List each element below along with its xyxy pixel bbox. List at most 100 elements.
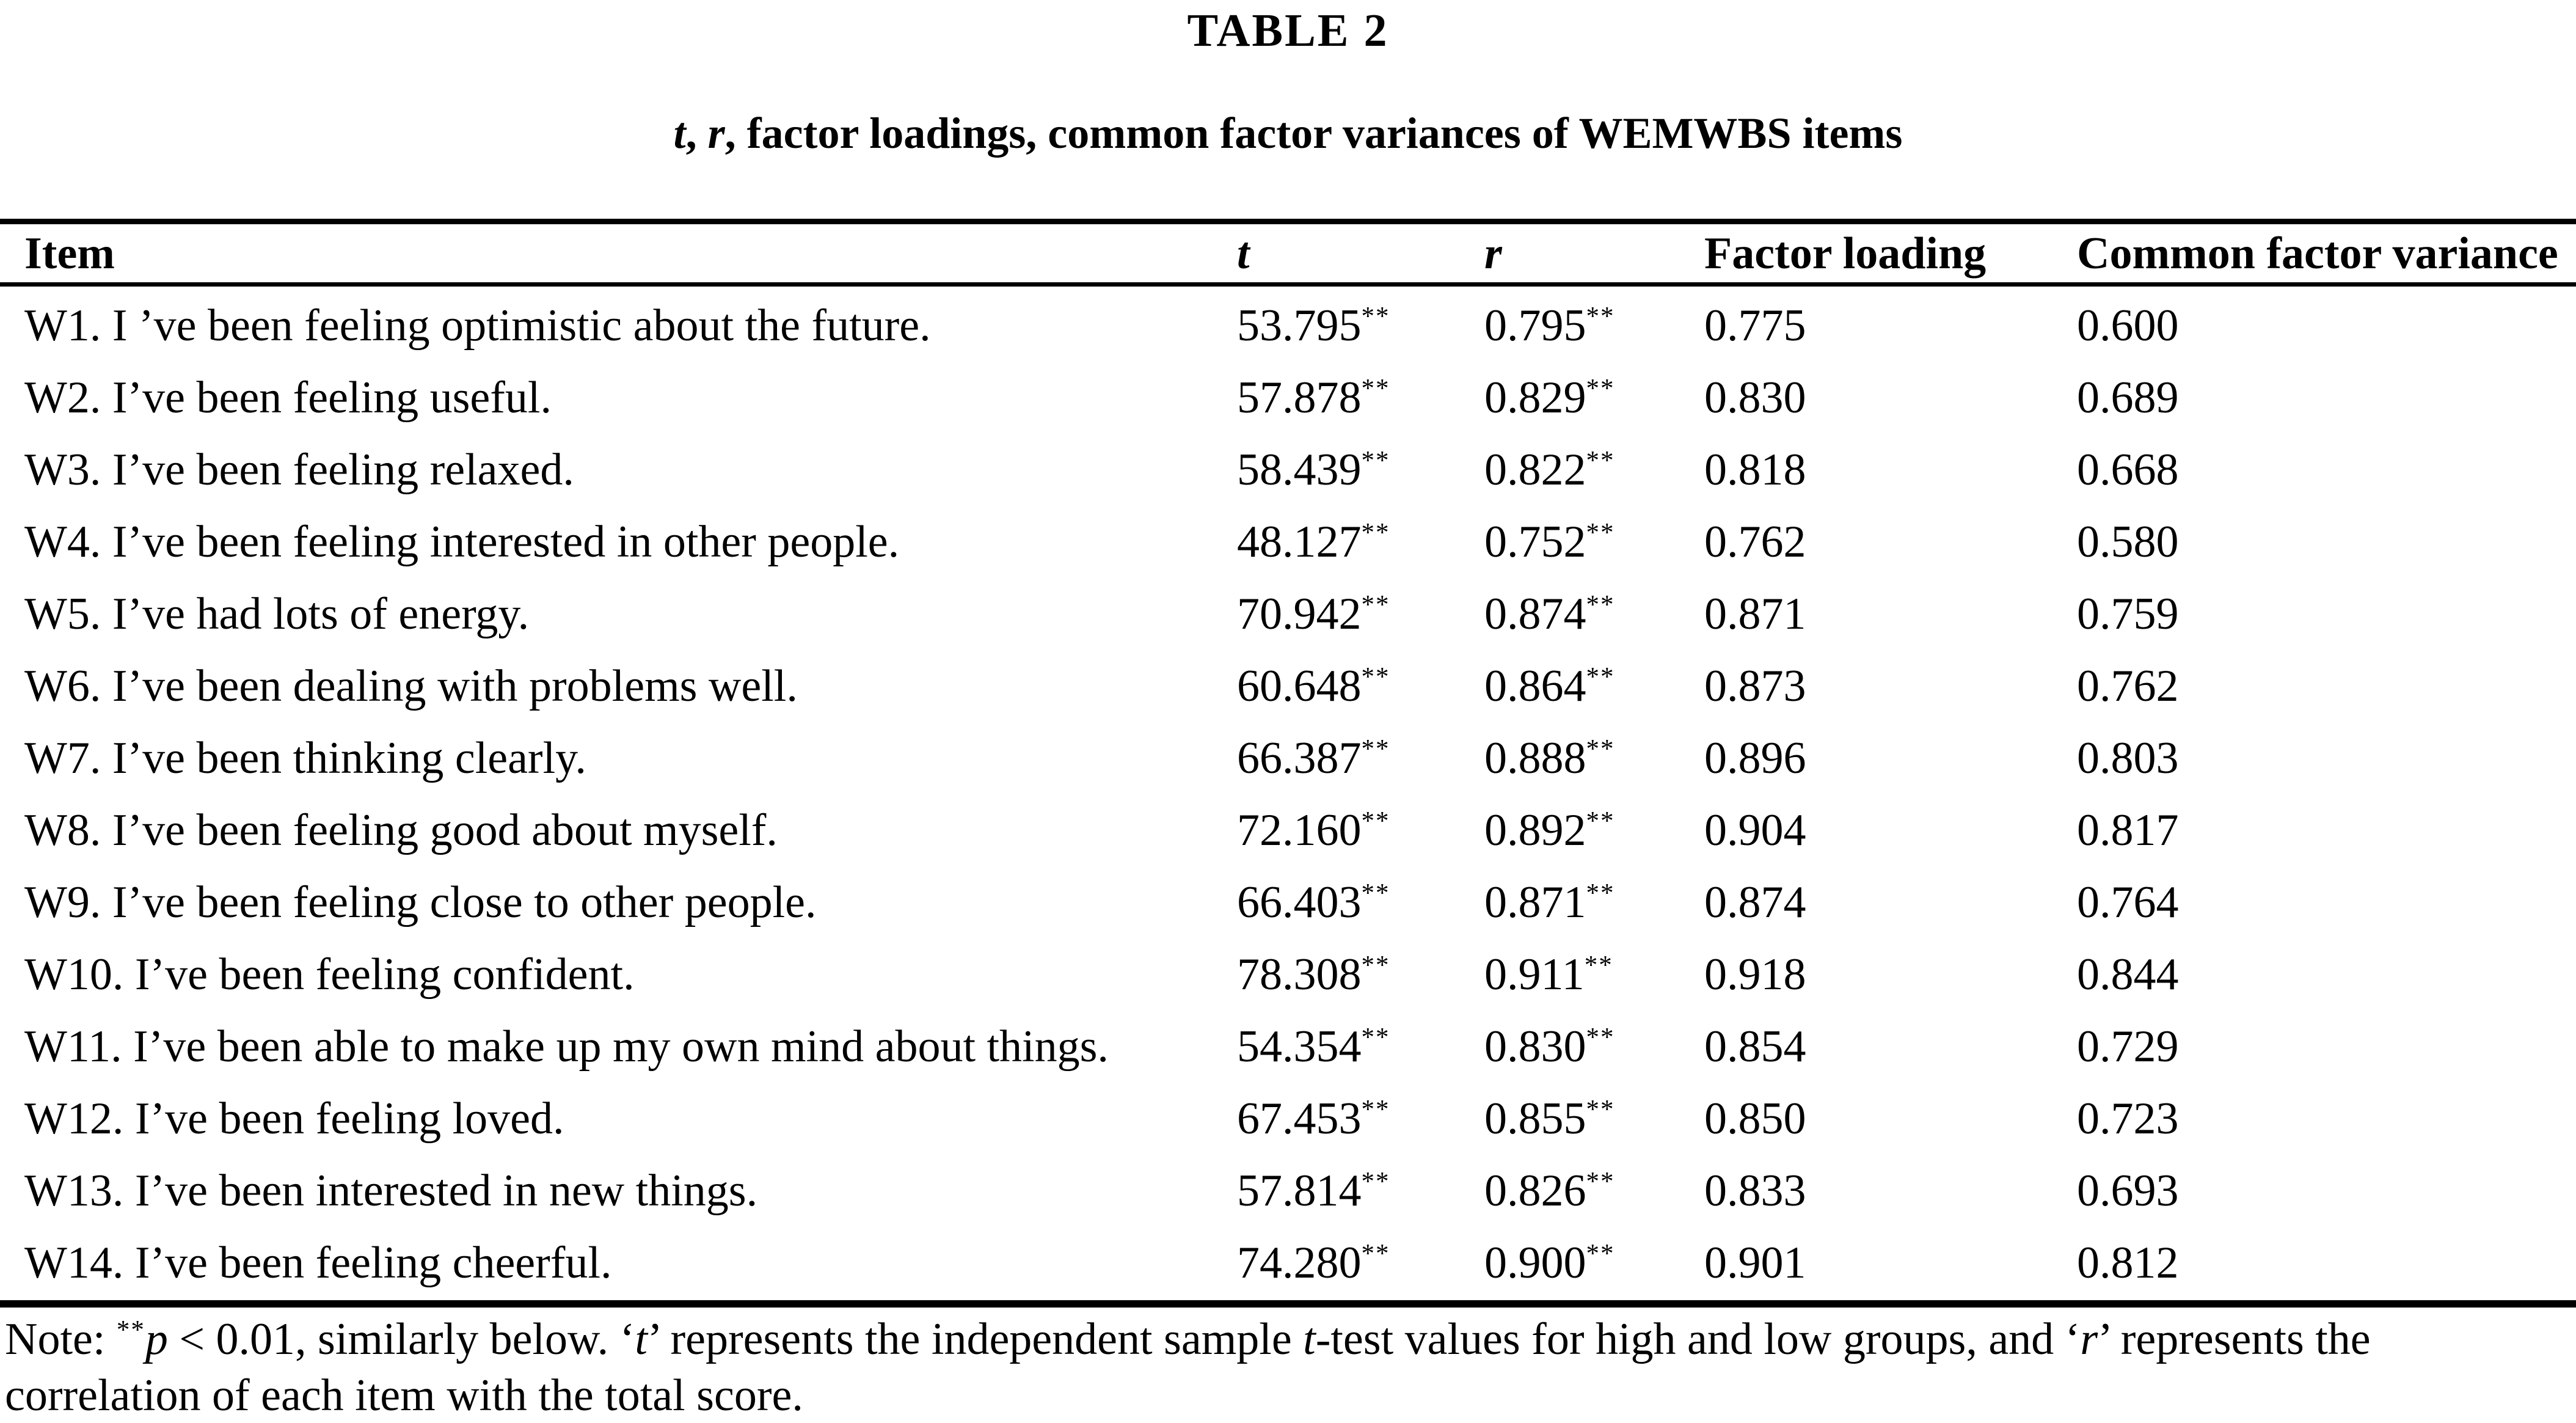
text-segment: p — [145, 1314, 168, 1364]
value-text: 57.814 — [1237, 1166, 1362, 1216]
table-row: W4. I’ve been feeling interested in othe… — [0, 506, 2576, 578]
significance-stars: ** — [1361, 446, 1390, 475]
t-value-cell: 57.878** — [1237, 362, 1390, 434]
r-value-cell: 0.874** — [1484, 578, 1615, 650]
t-value-cell: 54.354** — [1237, 1011, 1390, 1083]
factor-loading-cell: 0.904 — [1704, 805, 1806, 855]
factor-loading-cell: 0.830 — [1704, 373, 1806, 423]
significance-stars: ** — [1361, 879, 1390, 908]
t-value-cell: 58.439** — [1237, 434, 1390, 506]
text-segment: t — [673, 109, 686, 158]
t-value-cell: 57.814** — [1237, 1155, 1390, 1227]
value-text: 0.829 — [1484, 373, 1586, 423]
item-cell: W12. I’ve been feeling loved. — [24, 1094, 564, 1144]
factor-loading-cell: 0.901 — [1704, 1238, 1806, 1288]
t-value-cell: 78.308** — [1237, 938, 1390, 1011]
t-value-cell: 67.453** — [1237, 1083, 1390, 1155]
table-top-rule — [0, 219, 2576, 224]
column-header-r: r — [1484, 229, 1502, 279]
text-segment: t — [635, 1314, 648, 1364]
table-row: W11. I’ve been able to make up my own mi… — [0, 1011, 2576, 1083]
value-text: 72.160 — [1237, 805, 1362, 855]
text-segment: Note: — [5, 1314, 117, 1364]
item-cell: W3. I’ve been feeling relaxed. — [24, 445, 574, 495]
text-segment: < 0.01, similarly below. ‘ — [167, 1314, 635, 1364]
item-cell: W4. I’ve been feeling interested in othe… — [24, 517, 900, 567]
table-row: W9. I’ve been feeling close to other peo… — [0, 866, 2576, 938]
r-value-cell: 0.752** — [1484, 506, 1615, 578]
value-text: 0.864 — [1484, 661, 1586, 711]
significance-stars: ** — [1361, 734, 1390, 764]
value-text: 67.453 — [1237, 1094, 1362, 1144]
common-factor-variance-cell: 0.803 — [2077, 733, 2179, 783]
significance-stars: ** — [1586, 1239, 1615, 1268]
r-value-cell: 0.829** — [1484, 362, 1615, 434]
text-segment: r — [707, 109, 725, 158]
common-factor-variance-cell: 0.817 — [2077, 805, 2179, 855]
item-cell: W13. I’ve been interested in new things. — [24, 1166, 758, 1216]
factor-loading-cell: 0.833 — [1704, 1166, 1806, 1216]
significance-stars: ** — [1586, 1095, 1615, 1124]
item-cell: W6. I’ve been dealing with problems well… — [24, 661, 798, 711]
text-segment: , factor loadings, common factor varianc… — [724, 109, 1903, 158]
significance-stars: ** — [1586, 518, 1615, 547]
t-value-cell: 66.403** — [1237, 866, 1390, 938]
significance-stars: ** — [1586, 590, 1615, 620]
value-text: 0.874 — [1484, 589, 1586, 639]
significance-stars: ** — [1361, 1239, 1390, 1268]
r-value-cell: 0.911** — [1484, 938, 1613, 1011]
table-row: W7. I’ve been thinking clearly. 66.387** 0… — [0, 722, 2576, 794]
significance-stars: ** — [1361, 1023, 1390, 1052]
significance-stars: ** — [1361, 1167, 1390, 1196]
t-value-cell: 70.942** — [1237, 578, 1390, 650]
item-cell: W2. I’ve been feeling useful. — [24, 373, 552, 423]
table-row: W3. I’ve been feeling relaxed. 58.439** 0.… — [0, 434, 2576, 506]
significance-stars: ** — [1361, 374, 1390, 403]
table-bottom-rule — [0, 1300, 2576, 1308]
t-value-cell: 72.160** — [1237, 794, 1390, 866]
common-factor-variance-cell: 0.693 — [2077, 1166, 2179, 1216]
text-segment: t — [1303, 1314, 1316, 1364]
r-value-cell: 0.795** — [1484, 290, 1615, 362]
significance-stars: ** — [1361, 807, 1390, 836]
table-subtitle: t, r, factor loadings, common factor var… — [0, 103, 2576, 164]
value-text: 53.795 — [1237, 301, 1362, 351]
r-value-cell: 0.830** — [1484, 1011, 1615, 1083]
significance-stars: ** — [1584, 951, 1613, 980]
value-text: 66.387 — [1237, 733, 1362, 783]
table-row: W10. I’ve been feeling confident. 78.308*… — [0, 938, 2576, 1011]
common-factor-variance-cell: 0.600 — [2077, 301, 2179, 351]
significance-stars: ** — [1586, 446, 1615, 475]
table-row: W6. I’ve been dealing with problems well… — [0, 650, 2576, 722]
value-text: 0.871 — [1484, 877, 1586, 927]
r-value-cell: 0.864** — [1484, 650, 1615, 722]
factor-loading-cell: 0.871 — [1704, 589, 1806, 639]
column-header-common-factor-variance: Common factor variance — [2077, 229, 2558, 279]
significance-stars: ** — [1361, 590, 1390, 620]
value-text: 58.439 — [1237, 445, 1362, 495]
common-factor-variance-cell: 0.723 — [2077, 1094, 2179, 1144]
table-note: Note: **p < 0.01, similarly below. ‘t’ r… — [5, 1311, 2574, 1423]
item-cell: W14. I’ve been feeling cheerful. — [24, 1238, 612, 1288]
item-cell: W5. I’ve had lots of energy. — [24, 589, 530, 639]
value-text: 60.648 — [1237, 661, 1362, 711]
factor-loading-cell: 0.818 — [1704, 445, 1806, 495]
column-header-t: t — [1237, 229, 1250, 279]
t-value-cell: 74.280** — [1237, 1227, 1390, 1299]
item-cell: W11. I’ve been able to make up my own mi… — [24, 1022, 1109, 1072]
value-text: 78.308 — [1237, 949, 1362, 1000]
table-row: W2. I’ve been feeling useful. 57.878** 0.8… — [0, 362, 2576, 434]
table-row: W14. I’ve been feeling cheerful. 74.280**… — [0, 1227, 2576, 1299]
value-text: 57.878 — [1237, 373, 1362, 423]
common-factor-variance-cell: 0.729 — [2077, 1022, 2179, 1072]
table-row: W12. I’ve been feeling loved. 67.453** 0.8… — [0, 1083, 2576, 1155]
value-text: 0.888 — [1484, 733, 1586, 783]
table-body: W1. I ’ve been feeling optimistic about … — [0, 290, 2576, 1299]
factor-loading-cell: 0.762 — [1704, 517, 1806, 567]
r-value-cell: 0.826** — [1484, 1155, 1615, 1227]
column-header-factor-loading: Factor loading — [1704, 229, 1987, 279]
significance-stars: ** — [1586, 1167, 1615, 1196]
significance-stars: ** — [1361, 662, 1390, 692]
common-factor-variance-cell: 0.689 — [2077, 373, 2179, 423]
value-text: 70.942 — [1237, 589, 1362, 639]
